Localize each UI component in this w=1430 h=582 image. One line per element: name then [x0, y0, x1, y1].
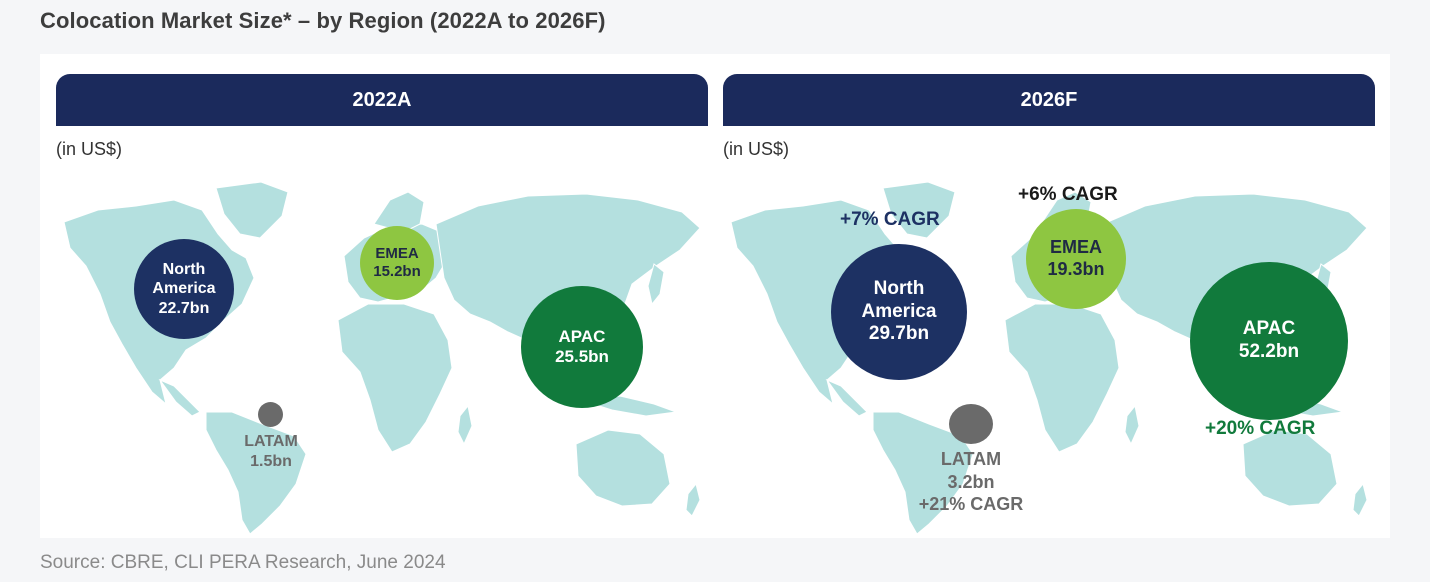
north-america-value: 22.7bn: [158, 299, 210, 317]
north-america-bubble: North America 22.7bn: [134, 239, 234, 339]
emea-bubble: EMEA 19.3bn: [1026, 209, 1126, 309]
north-america-label-line1: North: [162, 261, 206, 279]
emea-value: 15.2bn: [373, 263, 421, 280]
latam-bubble: [258, 402, 283, 427]
latam-value: 3.2bn: [947, 471, 995, 492]
apac-bubble: APAC 52.2bn: [1190, 262, 1348, 420]
north-america-bubble: North America 29.7bn: [831, 244, 967, 380]
apac-label: APAC: [1242, 318, 1296, 340]
panel-2022a: 2022A (in US$): [56, 74, 708, 534]
latam-label: LATAM 1.5bn: [226, 432, 316, 472]
apac-value: 25.5bn: [555, 347, 609, 366]
emea-label: EMEA: [1049, 237, 1102, 258]
latam-label: LATAM 3.2bn +21% CAGR: [901, 448, 1041, 516]
unit-label: (in US$): [723, 139, 790, 159]
apac-bubble: APAC 25.5bn: [521, 286, 643, 408]
map-card: 2022A (in US$): [40, 54, 1390, 538]
emea-cagr: +6% CAGR: [1018, 184, 1118, 205]
apac-value: 52.2bn: [1238, 341, 1300, 362]
emea-label: EMEA: [375, 245, 419, 262]
emea-value: 19.3bn: [1047, 259, 1105, 279]
latam-name: LATAM: [940, 449, 1002, 469]
latam-bubble: [949, 404, 993, 444]
source-note: Source: CBRE, CLI PERA Research, June 20…: [40, 552, 446, 573]
panel-2026f: 2026F (in US$) +7% CAGR North Ame: [723, 74, 1375, 534]
chart-title: Colocation Market Size* – by Region (202…: [40, 8, 606, 33]
panel-header-2022a: 2022A: [56, 74, 708, 126]
north-america-value: 29.7bn: [868, 323, 930, 345]
north-america-label-line2: America: [861, 300, 937, 322]
latam-cagr: +21% CAGR: [918, 494, 1024, 514]
latam-value: 1.5bn: [250, 453, 292, 470]
latam-name: LATAM: [244, 433, 298, 450]
north-america-cagr: +7% CAGR: [840, 209, 940, 230]
unit-label: (in US$): [56, 139, 123, 159]
north-america-label-line2: America: [152, 280, 216, 298]
apac-label: APAC: [558, 326, 606, 346]
north-america-label-line1: North: [873, 277, 925, 299]
emea-bubble: EMEA 15.2bn: [360, 226, 434, 300]
apac-cagr: +20% CAGR: [1205, 418, 1316, 439]
panel-header-2026f: 2026F: [723, 74, 1375, 126]
